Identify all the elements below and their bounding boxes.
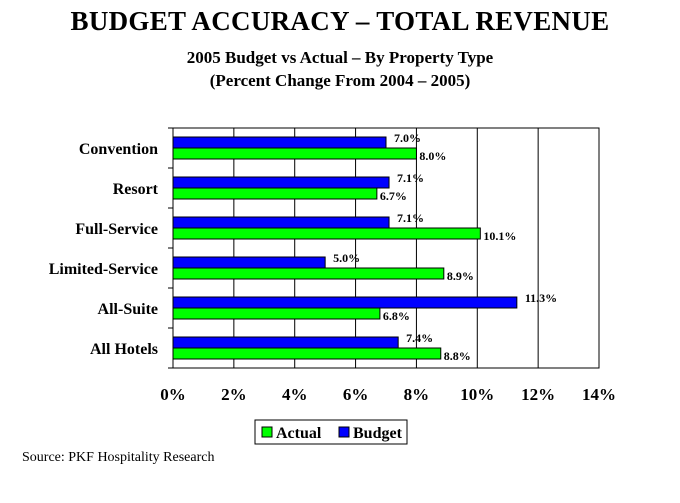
bar-budget xyxy=(172,336,399,349)
x-tick-label: 6% xyxy=(343,385,369,404)
legend-label-actual: Actual xyxy=(276,425,322,442)
bar-actual xyxy=(172,187,378,200)
x-tick-label: 8% xyxy=(404,385,430,404)
data-label-actual: 10.1% xyxy=(483,229,516,243)
bar-actual xyxy=(172,307,381,320)
category-label: Convention xyxy=(79,141,158,158)
bar-actual xyxy=(172,347,442,360)
data-label-actual: 8.0% xyxy=(419,149,446,163)
chart-subtitle: 2005 Budget vs Actual – By Property Type xyxy=(186,48,494,67)
plot-area xyxy=(172,127,600,369)
bar-budget xyxy=(172,176,390,189)
data-label-budget: 7.0% xyxy=(394,131,421,145)
legend-swatch-budget xyxy=(338,426,350,438)
bar-actual xyxy=(172,227,481,240)
x-tick-label: 0% xyxy=(160,385,186,404)
bar-budget xyxy=(172,296,518,309)
category-label: All Hotels xyxy=(90,341,158,358)
x-tick-label: 14% xyxy=(582,385,616,404)
x-tick-label: 10% xyxy=(460,385,494,404)
chart-title: BUDGET ACCURACY – TOTAL REVENUE xyxy=(70,6,610,36)
legend xyxy=(254,419,408,445)
bar-actual xyxy=(172,267,445,280)
legend-swatch-actual xyxy=(261,426,273,438)
category-label: Limited-Service xyxy=(49,261,158,278)
category-label: Resort xyxy=(113,181,159,198)
legend-label-budget: Budget xyxy=(353,425,403,442)
bar-budget xyxy=(172,256,326,269)
data-label-budget: 7.4% xyxy=(406,331,433,345)
source-note: Source: PKF Hospitality Research xyxy=(22,450,215,465)
bar-actual xyxy=(172,147,417,160)
data-label-actual: 8.8% xyxy=(444,349,471,363)
category-label: All-Suite xyxy=(98,301,158,318)
bar-budget xyxy=(172,136,387,149)
x-tick-label: 4% xyxy=(282,385,308,404)
chart-subtitle-period: (Percent Change From 2004 – 2005) xyxy=(209,71,471,90)
data-label-actual: 8.9% xyxy=(447,269,474,283)
data-label-budget: 7.1% xyxy=(397,171,424,185)
data-label-actual: 6.8% xyxy=(383,309,410,323)
x-tick-label: 12% xyxy=(521,385,555,404)
data-label-budget: 11.3% xyxy=(525,291,557,305)
x-tick-label: 2% xyxy=(221,385,247,404)
data-label-budget: 7.1% xyxy=(397,211,424,225)
data-label-actual: 6.7% xyxy=(380,189,407,203)
bar-budget xyxy=(172,216,390,229)
category-label: Full-Service xyxy=(75,221,158,238)
data-label-budget: 5.0% xyxy=(333,251,360,265)
